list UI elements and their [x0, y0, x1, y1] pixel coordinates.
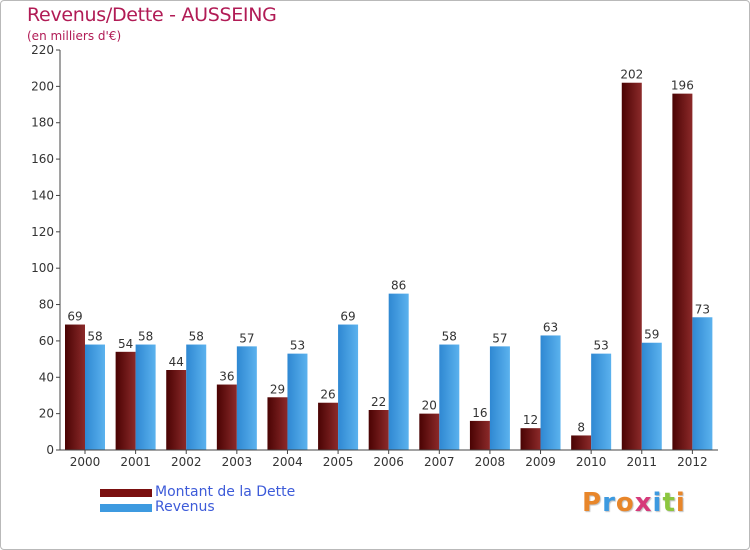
revenue-bar [641, 342, 662, 450]
x-tick-label: 2002 [171, 455, 202, 469]
debt-bar [115, 351, 136, 450]
chart-title: Revenus/Dette - AUSSEING [27, 4, 277, 26]
data-label: 73 [695, 302, 710, 316]
revenue-bar [692, 317, 713, 450]
revenue-bar [388, 293, 409, 450]
data-label: 53 [594, 339, 609, 353]
data-label: 202 [620, 68, 643, 82]
data-label: 58 [138, 330, 153, 344]
revenue-bar [591, 353, 612, 450]
logo-letter: i [675, 488, 686, 518]
debt-bar [65, 324, 85, 450]
debt-bar [216, 384, 237, 450]
x-tick-label: 2005 [323, 455, 354, 469]
revenue-bar [287, 353, 308, 450]
debt-bar [621, 82, 642, 451]
data-label: 57 [492, 331, 507, 345]
proxiti-logo: Proxiti [582, 488, 686, 518]
y-tick-label: 120 [31, 225, 54, 239]
logo-letter: o [615, 488, 635, 518]
y-tick-label: 80 [39, 298, 54, 312]
debt-bar [419, 413, 440, 450]
y-tick-label: 0 [46, 443, 54, 457]
chart-subtitle: (en milliers d'€) [27, 29, 122, 43]
revenue-bar [439, 344, 460, 450]
data-label: 53 [290, 339, 305, 353]
data-label: 44 [169, 355, 184, 369]
logo-letter: i [652, 488, 663, 518]
x-tick-label: 2008 [475, 455, 506, 469]
x-tick-label: 2004 [272, 455, 303, 469]
data-label: 86 [391, 279, 406, 293]
data-label: 54 [118, 337, 133, 351]
data-label: 22 [371, 395, 386, 409]
debt-bar [672, 93, 693, 451]
revenue-bar [186, 344, 207, 450]
y-tick-label: 160 [31, 152, 54, 166]
logo-letter: x [634, 488, 653, 518]
data-label: 196 [671, 79, 694, 93]
revenue-bar [338, 324, 359, 450]
revenue-bar [135, 344, 156, 450]
legend-label-revenue: Revenus [155, 499, 215, 515]
x-tick-label: 2001 [120, 455, 151, 469]
y-tick-label: 100 [31, 261, 54, 275]
debt-bar [267, 397, 288, 450]
data-label: 8 [577, 420, 585, 434]
revenue-bar [85, 344, 105, 450]
x-tick-label: 2012 [677, 455, 708, 469]
revenue-bar [236, 346, 257, 450]
legend-swatch-revenue [100, 504, 152, 512]
y-tick-label: 40 [39, 370, 54, 384]
data-label: 58 [87, 330, 102, 344]
data-label: 69 [67, 310, 82, 324]
debt-bar [520, 428, 541, 450]
data-label: 58 [189, 330, 204, 344]
x-tick-label: 2007 [424, 455, 455, 469]
revenue-bar [540, 335, 561, 450]
logo-letter: P [582, 488, 603, 518]
y-tick-label: 200 [31, 79, 54, 93]
data-label: 36 [219, 370, 234, 384]
y-tick-label: 140 [31, 188, 54, 202]
data-label: 57 [239, 331, 254, 345]
data-label: 29 [270, 382, 285, 396]
x-tick-label: 2000 [70, 455, 101, 469]
data-label: 20 [422, 399, 437, 413]
debt-bar [166, 370, 187, 450]
legend-label-debt: Montant de la Dette [155, 484, 296, 500]
debt-bar [318, 402, 339, 450]
data-label: 26 [320, 388, 335, 402]
data-label: 58 [442, 330, 457, 344]
data-label: 63 [543, 320, 558, 334]
y-tick-label: 60 [39, 334, 54, 348]
y-tick-label: 220 [31, 43, 54, 57]
x-tick-label: 2011 [626, 455, 657, 469]
x-tick-label: 2003 [222, 455, 253, 469]
x-tick-label: 2006 [373, 455, 404, 469]
debt-bar [571, 435, 592, 450]
x-tick-label: 2010 [576, 455, 607, 469]
debt-bar [368, 410, 389, 450]
logo-letter: t [662, 488, 676, 518]
data-label: 16 [472, 406, 487, 420]
logo-letter: r [602, 488, 616, 518]
y-tick-label: 20 [39, 407, 54, 421]
data-label: 69 [340, 310, 355, 324]
legend-swatch-debt [100, 489, 152, 497]
debt-bar [469, 420, 490, 450]
data-label: 59 [644, 328, 659, 342]
data-label: 12 [523, 413, 538, 427]
y-tick-label: 180 [31, 116, 54, 130]
revenue-bar [489, 346, 510, 450]
x-tick-label: 2009 [525, 455, 556, 469]
